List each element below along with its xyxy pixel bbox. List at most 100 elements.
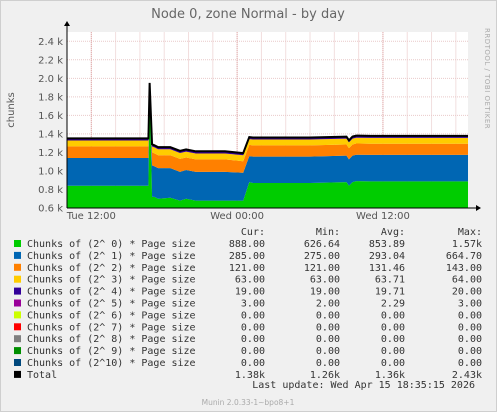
legend-value: 20.00	[452, 287, 482, 298]
legend-header: Max:	[458, 227, 482, 238]
x-axis-arrow	[476, 205, 481, 211]
legend-value: 0.00	[458, 334, 482, 345]
legend-value: 0.00	[241, 346, 265, 357]
legend-swatch	[14, 347, 21, 355]
legend-value: 0.00	[458, 358, 482, 369]
total-line	[67, 82, 468, 155]
y-tick-label: 2.4 k	[38, 37, 63, 48]
rrdtool-credit: RRDTOOL / TOBI OETIKER	[483, 28, 491, 129]
legend-value: 19.00	[310, 287, 340, 298]
y-tick-label: 1.8 k	[38, 92, 63, 103]
legend-value: 1.36k	[375, 370, 405, 381]
y-tick-label: 0.8 k	[38, 185, 63, 196]
legend-value: 1.57k	[452, 239, 482, 250]
y-tick-label: 0.6 k	[38, 204, 63, 215]
legend-value: 0.00	[381, 310, 405, 321]
legend-value: 853.89	[369, 239, 405, 250]
series-areas	[67, 82, 468, 208]
legend-series-name: Chunks of (2^ 0) * Page size	[27, 239, 196, 250]
y-axis-arrow	[64, 21, 70, 26]
legend-series-name: Chunks of (2^ 5) * Page size	[27, 299, 196, 310]
legend-value: 2.43k	[452, 370, 482, 381]
legend-value: 2.00	[316, 299, 340, 310]
legend-value: 0.00	[241, 322, 265, 333]
axes: 0.6 k 0.8 k 1.0 k 1.2 k 1.4 k 1.6 k 1.8 k 2.0 k…	[38, 21, 481, 222]
legend-value: 64.00	[452, 275, 482, 286]
y-tick-label: 1.6 k	[38, 111, 63, 122]
legend-series-name: Chunks of (2^ 3) * Page size	[27, 275, 196, 286]
legend-swatch	[14, 263, 21, 271]
legend-header: Min:	[316, 227, 340, 238]
legend-value: 0.00	[316, 322, 340, 333]
legend-value: 0.00	[316, 334, 340, 345]
y-axis-label: chunks	[6, 92, 17, 128]
legend-swatch	[14, 323, 21, 331]
area-series-2	[67, 82, 468, 173]
area-series-4	[67, 82, 468, 156]
area-series-1	[67, 82, 468, 201]
legend-swatch	[14, 240, 21, 247]
legend-swatch	[14, 275, 21, 283]
legend-value: 121.00	[304, 263, 340, 274]
munin-version: Munin 2.0.33-1~bpo8+1	[202, 398, 295, 407]
legend-value: 0.00	[316, 310, 340, 321]
legend-series-name: Total	[27, 370, 57, 381]
legend-value: 0.00	[458, 310, 482, 321]
y-tick-label: 1.4 k	[38, 129, 63, 140]
legend-swatch	[14, 287, 21, 295]
legend-value: 3.00	[458, 299, 482, 310]
legend-value: 0.00	[458, 346, 482, 357]
legend-value: 0.00	[381, 334, 405, 345]
legend-value: 0.00	[316, 346, 340, 357]
legend-value: 63.00	[310, 275, 340, 286]
legend-value: 0.00	[458, 322, 482, 333]
legend-value: 131.46	[369, 263, 405, 274]
legend-swatch	[14, 370, 21, 378]
legend-value: 293.04	[369, 251, 405, 262]
legend-value: 3.00	[241, 299, 265, 310]
y-tick-label: 1.0 k	[38, 166, 63, 177]
legend-value: 63.71	[375, 275, 405, 286]
legend-series-name: Chunks of (2^10) * Page size	[27, 358, 196, 369]
x-tick-label: Tue 12:00	[66, 211, 116, 222]
legend-value: 664.70	[446, 251, 482, 262]
legend-header: Avg:	[381, 227, 405, 238]
legend-series-name: Chunks of (2^ 9) * Page size	[27, 346, 196, 357]
legend-swatch	[14, 251, 21, 259]
legend-value: 285.00	[229, 251, 265, 262]
legend-value: 0.00	[381, 358, 405, 369]
legend-value: 143.00	[446, 263, 482, 274]
legend-series-name: Chunks of (2^ 8) * Page size	[27, 334, 196, 345]
legend-swatch	[14, 299, 21, 307]
legend-table: Cur: Min: Avg: Max: Chunks of (2^ 0) * Page …	[14, 227, 482, 381]
y-tick-label: 2.2 k	[38, 55, 63, 66]
legend-value: 888.00	[229, 239, 265, 250]
chart-title: Node 0, zone Normal - by day	[151, 7, 345, 22]
legend-series-name: Chunks of (2^ 4) * Page size	[27, 287, 196, 298]
x-tick-label: Wed 12:00	[356, 211, 410, 222]
y-tick-label: 2.0 k	[38, 74, 63, 85]
x-tick-label: Wed 00:00	[210, 211, 264, 222]
legend-value: 121.00	[229, 263, 265, 274]
legend-series-name: Chunks of (2^ 7) * Page size	[27, 322, 196, 333]
legend-value: 0.00	[381, 346, 405, 357]
legend-value: 63.00	[235, 275, 265, 286]
legend-series-name: Chunks of (2^ 6) * Page size	[27, 310, 196, 321]
legend-value: 0.00	[241, 358, 265, 369]
last-update: Last update: Wed Apr 15 18:35:15 2026	[252, 380, 475, 391]
legend-value: 0.00	[241, 334, 265, 345]
legend-value: 275.00	[304, 251, 340, 262]
legend-value: 1.26k	[310, 370, 340, 381]
legend-value: 626.64	[304, 239, 340, 250]
legend-swatch	[14, 359, 21, 366]
legend-value: 0.00	[316, 358, 340, 369]
legend-value: 0.00	[241, 310, 265, 321]
legend-series-name: Chunks of (2^ 2) * Page size	[27, 263, 196, 274]
area-series-3	[67, 82, 468, 162]
legend-series-name: Chunks of (2^ 1) * Page size	[27, 251, 196, 262]
legend-value: 19.00	[235, 287, 265, 298]
legend-header: Cur:	[241, 227, 265, 238]
y-tick-label: 1.2 k	[38, 148, 63, 159]
legend-value: 2.29	[381, 299, 405, 310]
